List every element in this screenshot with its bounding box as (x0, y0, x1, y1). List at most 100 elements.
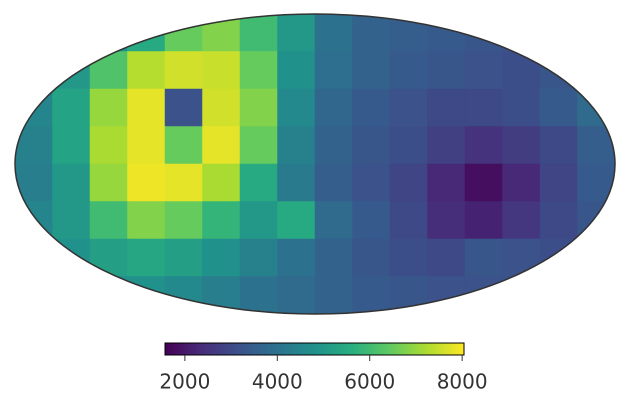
map-cell (464, 126, 504, 165)
map-cell (239, 126, 279, 165)
map-cell (164, 51, 204, 90)
map-cell (127, 276, 166, 314)
map-cell (427, 126, 466, 165)
map-cell (577, 163, 615, 203)
map-cell (539, 14, 579, 53)
map-cell (427, 163, 466, 203)
map-cell (127, 88, 166, 128)
colorbar (164, 342, 465, 356)
map-cell (239, 51, 279, 90)
map-cell (352, 88, 391, 128)
map-cell (464, 201, 504, 240)
map-cell (389, 88, 429, 128)
map-cell (314, 163, 354, 203)
map-cell (539, 88, 579, 128)
map-cell (427, 88, 466, 128)
colorbar-tick-label: 6000 (344, 370, 395, 394)
map-cell (277, 51, 316, 90)
map-cell (127, 126, 166, 165)
map-cell (464, 163, 504, 203)
map-cell (164, 88, 204, 128)
map-cell (314, 14, 354, 53)
colorbar-tick-label: 8000 (437, 370, 488, 394)
map-cell (15, 88, 54, 128)
map-cell (239, 163, 279, 203)
map-cell (202, 88, 241, 128)
map-cell (52, 126, 91, 165)
map-cell (277, 126, 316, 165)
map-cell (352, 163, 391, 203)
map-cell (52, 201, 91, 240)
map-cell (202, 201, 241, 240)
map-cell (89, 201, 129, 240)
map-cell (577, 201, 615, 240)
map-cell (464, 238, 504, 278)
map-cell (389, 126, 429, 165)
map-cell (464, 14, 504, 53)
map-cell (277, 14, 316, 53)
map-cell (577, 51, 615, 90)
map-cell (502, 14, 541, 53)
map-cell (277, 238, 316, 278)
map-cell (127, 163, 166, 203)
map-cell (15, 201, 54, 240)
map-cell (352, 276, 391, 314)
map-cell (577, 126, 615, 165)
map-cell (352, 126, 391, 165)
map-cell (314, 238, 354, 278)
map-cell (52, 51, 91, 90)
map-cell (127, 14, 166, 53)
map-cell (202, 51, 241, 90)
map-cell (89, 51, 129, 90)
map-cell (15, 276, 54, 314)
map-cell (202, 163, 241, 203)
map-cell (502, 88, 541, 128)
map-cell (89, 126, 129, 165)
map-cell (389, 163, 429, 203)
map-outline (14, 13, 616, 315)
map-cell (239, 14, 279, 53)
map-cell (539, 163, 579, 203)
map-cell (352, 201, 391, 240)
map-cell (15, 14, 54, 53)
map-cell (539, 201, 579, 240)
map-cell (577, 276, 615, 314)
map-cell (52, 14, 91, 53)
map-cell (464, 51, 504, 90)
map-cell (427, 201, 466, 240)
map-cell (277, 276, 316, 314)
map-cell (164, 238, 204, 278)
map-cell (427, 238, 466, 278)
map-cell (314, 126, 354, 165)
map-cell (277, 88, 316, 128)
map-cell (164, 126, 204, 165)
map-cell (502, 126, 541, 165)
map-cell (164, 201, 204, 240)
map-cell (389, 238, 429, 278)
map-cell (127, 238, 166, 278)
map-cell (539, 51, 579, 90)
map-cell (427, 51, 466, 90)
map-cell (89, 14, 129, 53)
map-cell (52, 276, 91, 314)
map-cell (239, 276, 279, 314)
map-cell (539, 238, 579, 278)
map-cell (15, 51, 54, 90)
map-cell (89, 88, 129, 128)
map-cell (352, 51, 391, 90)
map-cell (502, 51, 541, 90)
map-cell (502, 238, 541, 278)
map-cell (127, 51, 166, 90)
map-cell (314, 88, 354, 128)
map-cell (52, 238, 91, 278)
map-cell (277, 163, 316, 203)
map-cell (15, 238, 54, 278)
map-cell (164, 163, 204, 203)
map-cell (352, 238, 391, 278)
map-cell (539, 276, 579, 314)
map-cell (502, 201, 541, 240)
map-cell (314, 51, 354, 90)
map-cell (314, 201, 354, 240)
map-cell (577, 14, 615, 53)
